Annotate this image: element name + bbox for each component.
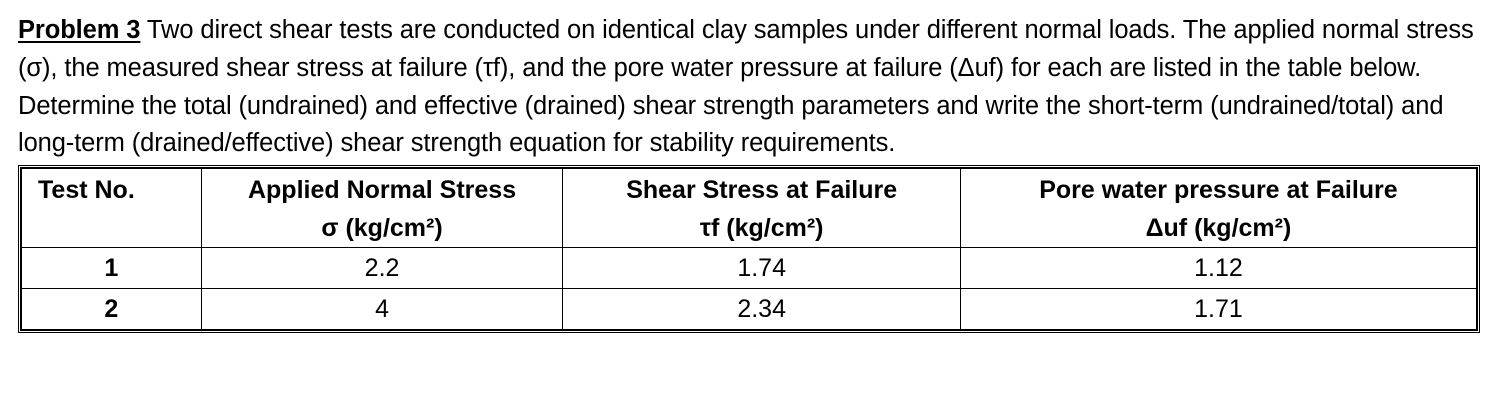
header-pore-pressure: Pore water pressure at Failure Δuf (kg/c… — [959, 168, 1478, 249]
problem-statement: Problem 3 Two direct shear tests are con… — [18, 12, 1494, 163]
cell-normal-stress: 2.2 — [200, 247, 564, 290]
table-row: 1 2.2 1.74 1.12 — [21, 247, 1478, 290]
cell-test-no: 2 — [21, 288, 202, 331]
cell-test-no: 1 — [21, 247, 202, 290]
data-table-frame: Test No. Applied Normal Stress σ (kg/cm²… — [18, 165, 1480, 334]
cell-shear-stress: 2.34 — [562, 288, 961, 331]
header-normal-stress: Applied Normal Stress σ (kg/cm²) — [200, 168, 564, 249]
header-test-no: Test No. — [21, 168, 202, 249]
test-results-table: Test No. Applied Normal Stress σ (kg/cm²… — [21, 168, 1478, 331]
cell-normal-stress: 4 — [200, 288, 564, 331]
table-header-row: Test No. Applied Normal Stress σ (kg/cm²… — [21, 168, 1478, 249]
table-row: 2 4 2.34 1.71 — [21, 288, 1478, 331]
problem-label: Problem 3 — [18, 16, 141, 44]
cell-pore-pressure: 1.71 — [959, 288, 1478, 331]
cell-pore-pressure: 1.12 — [959, 247, 1478, 290]
problem-text: Two direct shear tests are conducted on … — [18, 16, 1474, 158]
header-shear-stress: Shear Stress at Failure τf (kg/cm²) — [562, 168, 961, 249]
cell-shear-stress: 1.74 — [562, 247, 961, 290]
